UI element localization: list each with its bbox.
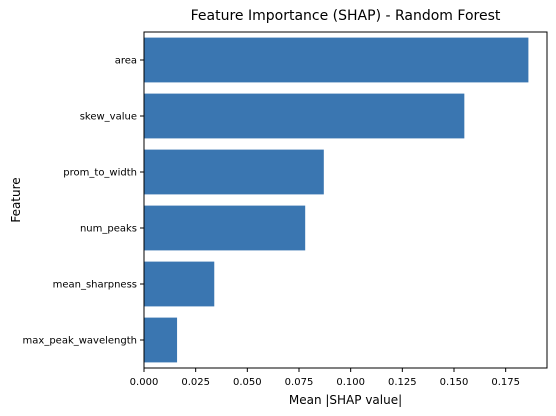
y-tick-label: skew_value	[80, 112, 137, 123]
x-tick-label: 0.175	[491, 377, 520, 388]
x-tick-label: 0.150	[440, 377, 469, 388]
x-tick-label: 0.050	[233, 377, 262, 388]
y-tick-label: area	[115, 56, 137, 67]
y-tick-label: prom_to_width	[63, 168, 137, 179]
x-axis-label: Mean |SHAP value|	[289, 393, 402, 407]
bar-area	[144, 37, 529, 83]
x-tick-label: 0.100	[336, 377, 365, 388]
x-tick-label: 0.025	[181, 377, 210, 388]
plot-frame	[143, 31, 548, 369]
bar-num-peaks	[144, 205, 306, 251]
chart-title: Feature Importance (SHAP) - Random Fores…	[191, 8, 501, 24]
y-tick-label: mean_sharpness	[53, 280, 137, 291]
bar-max-peak-wavelength	[144, 317, 178, 363]
bar-mean-sharpness	[144, 261, 215, 307]
x-tick-label: 0.125	[388, 377, 417, 388]
y-axis-ticks: area skew_value prom_to_width num_peaksmean…	[23, 56, 144, 347]
bars-group	[144, 37, 529, 363]
y-axis-label: Feature	[9, 177, 23, 222]
x-tick-label: 0.075	[285, 377, 314, 388]
x-tick-label: 0.000	[130, 377, 159, 388]
bar-prom-to-width	[144, 149, 324, 195]
bar-skew-value	[144, 93, 465, 139]
y-tick-label: num_peaks	[80, 224, 137, 235]
y-tick-label: max_peak_wavelength	[23, 336, 137, 347]
x-axis-ticks: 0.000 0.025 0.050 0.075 0.100 0.125 0.150 0.175	[130, 368, 520, 388]
